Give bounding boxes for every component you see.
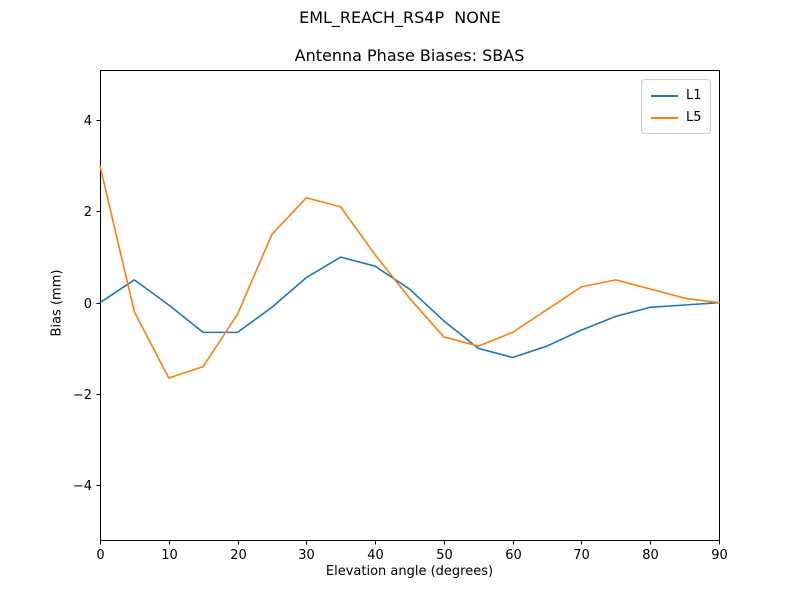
x-tick-label: 0 — [96, 548, 104, 563]
legend-item-l5: L5 — [651, 109, 702, 126]
legend: L1 L5 — [641, 79, 711, 134]
legend-label-l5: L5 — [686, 110, 702, 125]
axes-spines — [100, 70, 720, 541]
x-tick-label: 70 — [573, 548, 590, 563]
y-axis-label: Bias (mm) — [49, 269, 65, 337]
series-line-l1 — [99, 256, 720, 359]
x-tick-label: 10 — [161, 548, 178, 563]
x-axis-label: Elevation angle (degrees) — [325, 564, 494, 579]
x-tick-label: 60 — [505, 548, 522, 563]
legend-label-l1: L1 — [686, 88, 702, 103]
y-tick-label: 4 — [84, 114, 92, 129]
legend-line-swatch-l5 — [651, 116, 678, 119]
legend-line-swatch-l1 — [651, 94, 678, 97]
x-tick-label: 30 — [298, 548, 315, 563]
x-tick-label: 90 — [711, 548, 728, 563]
y-tick-label: 0 — [84, 297, 92, 312]
series-line-l5 — [99, 165, 720, 379]
y-tick-label: 2 — [84, 205, 92, 220]
x-tick-label: 20 — [230, 548, 247, 563]
y-tick-label: −4 — [73, 479, 92, 494]
x-tick-label: 40 — [367, 548, 384, 563]
x-tick-label: 80 — [642, 548, 659, 563]
legend-item-l1: L1 — [651, 87, 702, 104]
axes-title: Antenna Phase Biases: SBAS — [294, 46, 525, 65]
x-tick-label: 50 — [436, 548, 453, 563]
figure-suptitle: EML_REACH_RS4P NONE — [299, 8, 501, 27]
y-tick-label: −2 — [73, 388, 92, 403]
